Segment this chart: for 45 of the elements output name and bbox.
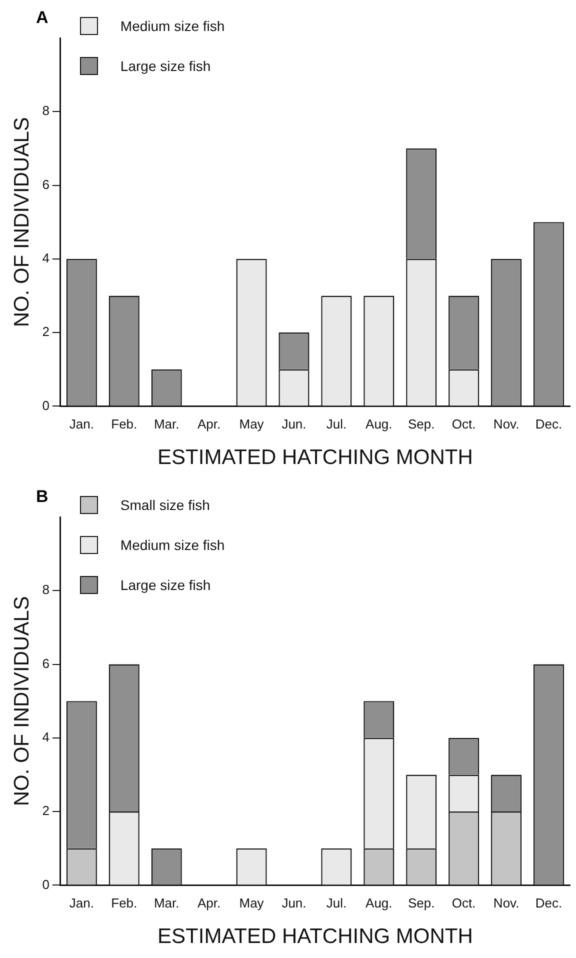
x-tick-label: May — [239, 896, 264, 911]
y-tick-label: 0 — [42, 876, 50, 892]
x-tick-label: Dec. — [535, 416, 562, 432]
chart-title: B — [36, 487, 48, 506]
y-tick-label: 4 — [42, 730, 50, 744]
y-axis-title: NO. OF INDIVIDUALS — [10, 596, 34, 806]
y-tick-label: 4 — [42, 250, 50, 266]
x-tick-label: Aug. — [366, 896, 392, 911]
x-tick-label: Apr. — [197, 416, 221, 432]
y-tick-label: 0 — [42, 398, 50, 413]
x-tick-label: Aug. — [366, 416, 392, 432]
x-tick-label: Sep. — [408, 896, 435, 911]
x-tick-label: May — [239, 416, 264, 432]
x-tick-label: Sep. — [408, 416, 435, 432]
x-tick-label: Feb. — [111, 896, 138, 911]
x-tick-label: Nov. — [493, 896, 520, 911]
x-tick-label: Apr. — [197, 896, 221, 911]
x-tick-label: Feb. — [111, 416, 138, 432]
y-tick-label: 6 — [42, 176, 50, 192]
x-tick-label: Dec. — [535, 896, 562, 911]
x-tick-label: Mar. — [154, 896, 180, 911]
x-tick-label: Jan. — [69, 896, 94, 911]
x-tick-label: Jun. — [282, 416, 306, 432]
x-axis-title: ESTIMATED HATCHING MONTH — [158, 446, 473, 470]
x-tick-label: Jun. — [282, 896, 306, 911]
legend-label: Large size fish — [120, 58, 211, 74]
x-tick-label: Oct. — [452, 416, 476, 432]
chart-title: A — [36, 8, 48, 28]
x-tick-label: Nov. — [493, 416, 520, 432]
y-tick-label: 6 — [42, 656, 50, 671]
legend-label: Medium size fish — [120, 537, 225, 553]
y-tick-label: 8 — [42, 582, 50, 598]
x-tick-label: Jan. — [69, 416, 94, 432]
x-tick-label: Oct. — [452, 896, 476, 911]
legend-label: Small size fish — [120, 497, 210, 513]
x-tick-label: Mar. — [154, 416, 180, 432]
y-tick-label: 8 — [42, 103, 50, 118]
x-tick-label: Jul. — [326, 896, 347, 911]
y-tick-label: 2 — [42, 324, 50, 340]
legend-label: Medium size fish — [120, 18, 225, 34]
y-axis-title: NO. OF INDIVIDUALS — [10, 117, 34, 328]
y-tick-label: 2 — [42, 803, 50, 818]
x-axis-title: ESTIMATED HATCHING MONTH — [158, 925, 473, 948]
legend-label: Large size fish — [120, 577, 211, 593]
x-tick-label: Jul. — [326, 416, 347, 432]
